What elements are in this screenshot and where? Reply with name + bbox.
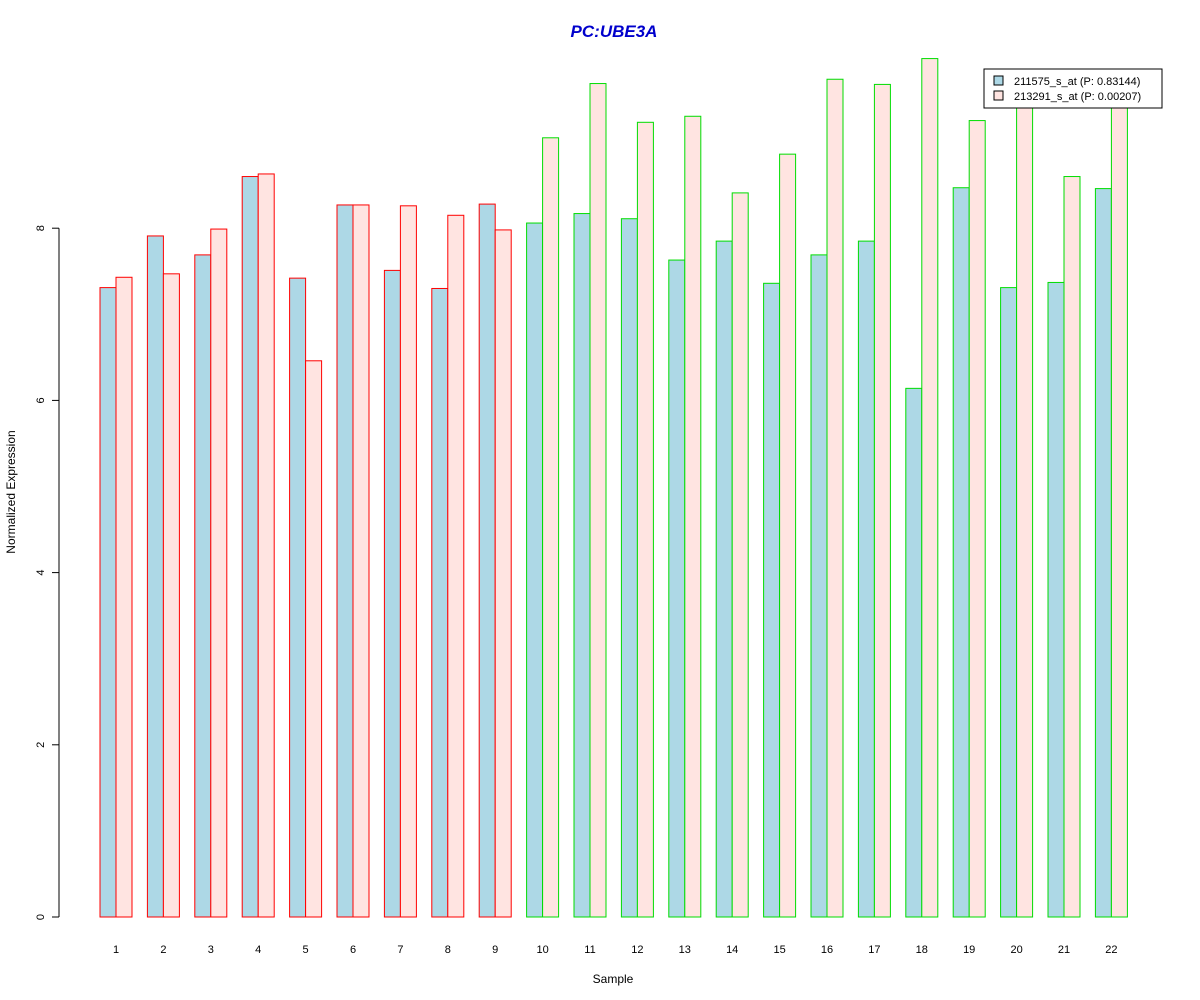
legend-box bbox=[983, 68, 1163, 109]
bar-series-group bbox=[99, 58, 1128, 918]
bar-sample-14-series-2 bbox=[731, 192, 749, 918]
chart-title: PC:UBE3A bbox=[571, 22, 658, 41]
bar-sample-10-series-1 bbox=[526, 222, 544, 918]
bar-sample-19-series-1 bbox=[952, 187, 970, 918]
bar-sample-15-series-1 bbox=[763, 282, 781, 918]
x-tick-label-4: 4 bbox=[255, 944, 261, 956]
bar-sample-2-series-1 bbox=[146, 235, 164, 918]
y-axis-label: Normalized Expression bbox=[4, 430, 18, 553]
bar-sample-6-series-2 bbox=[352, 204, 370, 918]
bar-sample-13-series-2 bbox=[684, 115, 702, 918]
bar-sample-15-series-2 bbox=[779, 153, 797, 918]
bar-sample-1-series-2 bbox=[115, 276, 133, 918]
x-tick-label-7: 7 bbox=[397, 944, 403, 956]
bar-sample-18-series-2 bbox=[921, 58, 939, 918]
bar-sample-22-series-1 bbox=[1094, 188, 1112, 918]
x-tick-label-19: 19 bbox=[963, 944, 975, 956]
bar-sample-4-series-2 bbox=[257, 173, 275, 918]
x-tick-label-17: 17 bbox=[868, 944, 880, 956]
bar-sample-12-series-1 bbox=[620, 218, 638, 918]
bar-sample-3-series-1 bbox=[194, 254, 212, 918]
x-tick-label-12: 12 bbox=[631, 944, 643, 956]
bar-sample-21-series-2 bbox=[1063, 176, 1081, 918]
x-tick-label-8: 8 bbox=[445, 944, 451, 956]
x-tick-label-5: 5 bbox=[303, 944, 309, 956]
bar-sample-8-series-1 bbox=[431, 287, 449, 918]
x-tick-label-15: 15 bbox=[773, 944, 785, 956]
x-tick-label-13: 13 bbox=[679, 944, 691, 956]
bar-sample-7-series-1 bbox=[383, 269, 401, 918]
x-tick-label-18: 18 bbox=[916, 944, 928, 956]
x-tick-label-2: 2 bbox=[160, 944, 166, 956]
y-tick-label: 6 bbox=[35, 397, 47, 403]
bar-sample-5-series-1 bbox=[289, 277, 307, 918]
bar-sample-2-series-2 bbox=[162, 273, 180, 918]
bar-sample-9-series-1 bbox=[478, 203, 496, 918]
legend-label-series-2: 213291_s_at (P: 0.00207) bbox=[1014, 91, 1141, 103]
bar-sample-22-series-2 bbox=[1110, 101, 1128, 918]
x-tick-label-10: 10 bbox=[536, 944, 548, 956]
bar-sample-13-series-1 bbox=[668, 259, 686, 918]
bar-sample-17-series-1 bbox=[857, 240, 875, 918]
bar-sample-16-series-2 bbox=[826, 78, 844, 918]
bar-sample-3-series-2 bbox=[210, 228, 228, 918]
y-tick-label: 4 bbox=[35, 570, 47, 576]
legend-swatch-series-2 bbox=[993, 90, 1004, 101]
bar-sample-17-series-2 bbox=[873, 83, 891, 918]
x-tick-labels: 1 2 3 4 5 6 7 8 9 10 11 12 13 14 15 16 17 18 19 20 21 22 bbox=[113, 944, 1118, 956]
bar-sample-21-series-1 bbox=[1047, 281, 1065, 918]
x-tick-label-11: 11 bbox=[584, 944, 595, 956]
legend-swatch-series-1 bbox=[993, 75, 1004, 86]
bar-sample-8-series-2 bbox=[447, 214, 465, 918]
legend-label-series-1: 211575_s_at (P: 0.83144) bbox=[1014, 76, 1140, 88]
x-tick-label-3: 3 bbox=[208, 944, 214, 956]
bar-sample-4-series-1 bbox=[241, 176, 259, 918]
y-tick-label: 0 bbox=[35, 914, 47, 920]
bar-sample-14-series-1 bbox=[715, 240, 733, 918]
bar-sample-9-series-2 bbox=[494, 229, 512, 918]
x-axis-label: Sample bbox=[593, 972, 634, 986]
x-tick-label-1: 1 bbox=[113, 944, 119, 956]
bar-sample-7-series-2 bbox=[399, 205, 417, 918]
x-tick-label-20: 20 bbox=[1010, 944, 1022, 956]
x-tick-label-9: 9 bbox=[492, 944, 498, 956]
bar-sample-11-series-1 bbox=[573, 213, 591, 918]
x-tick-label-16: 16 bbox=[821, 944, 833, 956]
legend: 211575_s_at (P: 0.83144) 213291_s_at (P:… bbox=[983, 68, 1163, 109]
bar-sample-12-series-2 bbox=[636, 121, 654, 918]
bar-sample-5-series-2 bbox=[305, 360, 323, 918]
y-axis: 0 2 4 6 8 bbox=[35, 225, 60, 920]
bar-sample-20-series-1 bbox=[1000, 287, 1018, 918]
y-tick-label: 2 bbox=[35, 742, 47, 748]
x-tick-label-22: 22 bbox=[1105, 944, 1117, 956]
bar-sample-10-series-2 bbox=[542, 137, 560, 918]
bar-sample-16-series-1 bbox=[810, 254, 828, 918]
bar-sample-19-series-2 bbox=[968, 120, 986, 918]
bar-sample-18-series-1 bbox=[905, 387, 923, 918]
x-tick-label-14: 14 bbox=[726, 944, 738, 956]
x-tick-label-6: 6 bbox=[350, 944, 356, 956]
bar-sample-1-series-1 bbox=[99, 287, 117, 918]
bar-sample-11-series-2 bbox=[589, 83, 607, 918]
x-tick-label-21: 21 bbox=[1058, 944, 1070, 956]
bar-sample-20-series-2 bbox=[1016, 100, 1034, 918]
bar-sample-6-series-1 bbox=[336, 204, 354, 918]
y-tick-label: 8 bbox=[35, 225, 47, 231]
